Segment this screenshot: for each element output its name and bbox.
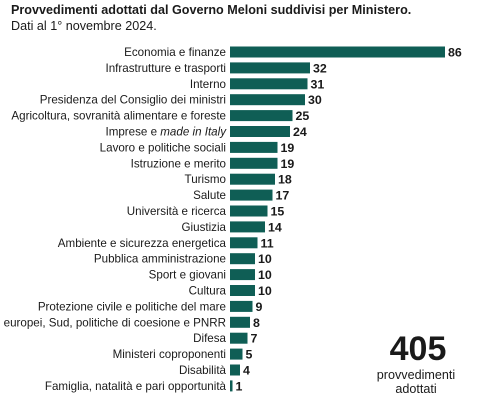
value-label-universita-e-ricerca: 15: [271, 205, 285, 219]
category-label-affari-europei-sud-politiche-di-coesione-e-pnrr: Affari europei, Sud, politiche di coesio…: [0, 316, 226, 329]
value-label-infrastrutture-e-trasporti: 32: [313, 61, 327, 75]
category-label-lavoro-e-politiche-sociali: Lavoro e politiche sociali: [100, 141, 226, 154]
value-label-pubblica-amministrazione: 10: [258, 252, 272, 266]
category-label-turismo: Turismo: [185, 173, 226, 186]
value-label-imprese-e-made-in-italy: 24: [293, 125, 307, 139]
value-label-istruzione-e-merito: 19: [281, 157, 295, 171]
category-label-famiglia-natalita-e-pari-opportunita: Famiglia, natalità e pari opportunità: [45, 380, 227, 393]
category-label-infrastrutture-e-trasporti: Infrastrutture e trasporti: [106, 62, 227, 75]
value-label-giustizia: 14: [268, 220, 282, 234]
bar-universita-e-ricerca: [230, 205, 268, 217]
category-label-disabilita: Disabilità: [179, 364, 227, 377]
value-label-agricoltura-sovranita-alimentare-e-foreste: 25: [296, 109, 310, 123]
total-caption-line2: adottati: [395, 382, 437, 397]
category-label-difesa: Difesa: [193, 332, 226, 345]
category-label-ministeri-coproponenti: Ministeri coproponenti: [113, 348, 226, 361]
value-label-affari-europei-sud-politiche-di-coesione-e-pnrr: 8: [253, 316, 260, 330]
value-label-difesa: 7: [251, 332, 258, 346]
total-caption: provvedimenti adottati: [361, 368, 471, 397]
bar-sport-e-giovani: [230, 269, 255, 281]
category-label-interno: Interno: [190, 78, 226, 91]
value-label-ambiente-e-sicurezza-energetica: 11: [261, 236, 274, 250]
value-label-interno: 31: [311, 77, 325, 91]
bar-difesa: [230, 332, 248, 344]
bar-istruzione-e-merito: [230, 157, 278, 169]
category-label-protezione-civile-e-politiche-del-mare: Protezione civile e politiche del mare: [38, 300, 226, 313]
bar-affari-europei-sud-politiche-di-coesione-e-pnrr: [230, 316, 250, 328]
value-label-economia-e-finanze: 86: [448, 46, 462, 60]
category-label-cultura: Cultura: [189, 285, 227, 298]
category-label-salute: Salute: [193, 189, 226, 202]
bar-salute: [230, 189, 273, 201]
value-label-protezione-civile-e-politiche-del-mare: 9: [256, 300, 263, 314]
bar-lavoro-e-politiche-sociali: [230, 141, 278, 153]
bar-turismo: [230, 173, 275, 185]
bar-ambiente-e-sicurezza-energetica: [230, 237, 258, 249]
value-label-cultura: 10: [258, 284, 272, 298]
category-label-economia-e-finanze: Economia e finanze: [124, 46, 226, 59]
category-label-istruzione-e-merito: Istruzione e merito: [131, 157, 226, 170]
chart-subtitle: Dati al 1° novembre 2024.: [11, 19, 157, 33]
category-label-presidenza-del-consiglio-dei-ministri: Presidenza del Consiglio dei ministri: [40, 94, 226, 107]
value-label-presidenza-del-consiglio-dei-ministri: 30: [308, 93, 322, 107]
category-label-agricoltura-sovranita-alimentare-e-foreste: Agricoltura, sovranità alimentare e fore…: [11, 110, 226, 123]
bar-economia-e-finanze: [230, 46, 445, 58]
value-label-lavoro-e-politiche-sociali: 19: [281, 141, 295, 155]
value-label-turismo: 18: [278, 173, 292, 187]
category-label-pubblica-amministrazione: Pubblica amministrazione: [94, 253, 226, 266]
value-label-disabilita: 4: [243, 364, 250, 378]
bar-interno: [230, 78, 308, 90]
bar-protezione-civile-e-politiche-del-mare: [230, 300, 253, 312]
value-label-famiglia-natalita-e-pari-opportunita: 1: [236, 379, 243, 393]
value-label-sport-e-giovani: 10: [258, 268, 272, 282]
value-label-ministeri-coproponenti: 5: [246, 348, 253, 362]
bar-famiglia-natalita-e-pari-opportunita: [230, 380, 233, 392]
bar-presidenza-del-consiglio-dei-ministri: [230, 94, 305, 106]
category-label-sport-e-giovani: Sport e giovani: [149, 269, 226, 282]
bar-imprese-e-made-in-italy: [230, 126, 290, 137]
bar-infrastrutture-e-trasporti: [230, 62, 310, 74]
category-label-ambiente-e-sicurezza-energetica: Ambiente e sicurezza energetica: [58, 237, 227, 250]
total-caption-line1: provvedimenti: [376, 368, 456, 382]
bar-pubblica-amministrazione: [230, 253, 255, 265]
category-label-imprese-e-made-in-italy: Imprese e made in Italy: [105, 126, 227, 139]
bar-cultura: [230, 285, 255, 296]
category-label-giustizia: Giustizia: [182, 221, 227, 234]
value-label-salute: 17: [276, 189, 290, 203]
bar-giustizia: [230, 221, 265, 233]
total-count: 405: [389, 330, 447, 368]
category-label-universita-e-ricerca: Università e ricerca: [127, 205, 227, 218]
bar-agricoltura-sovranita-alimentare-e-foreste: [230, 110, 293, 122]
chart-title: Provvedimenti adottati dal Governo Melon…: [11, 3, 412, 17]
bar-disabilita: [230, 364, 240, 376]
bar-ministeri-coproponenti: [230, 348, 243, 360]
